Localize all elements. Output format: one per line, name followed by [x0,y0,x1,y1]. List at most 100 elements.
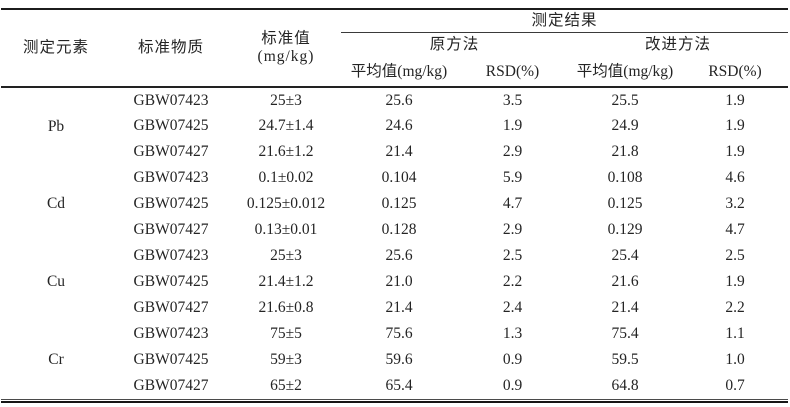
header-results-group: 测定结果 [341,9,789,33]
material-cell: GBW07423 [133,91,209,109]
element-cell: Cu [46,273,66,291]
orig-rsd-cell: 4.7 [502,195,523,213]
orig-mean-cell: 65.4 [385,376,413,394]
impr-mean-cell: 75.4 [611,325,639,343]
header-method-improved: 改进方法 [645,35,712,53]
header-standard-value-line1: 标准值 [261,30,311,48]
impr-mean-cell: 24.9 [611,117,639,135]
impr-rsd-cell: 1.9 [725,91,745,109]
impr-rsd-cell: 1.0 [725,351,745,369]
impr-rsd-cell: 4.6 [725,169,745,187]
impr-mean-cell: 25.5 [611,91,639,109]
element-cell: Cr [48,350,64,368]
material-cell: GBW07427 [133,221,209,239]
element-cell: Pb [47,117,65,135]
material-cell: GBW07423 [133,169,209,187]
impr-rsd-cell: 2.5 [725,247,745,265]
orig-mean-cell: 0.125 [381,195,417,213]
element-cell: Cd [46,195,66,213]
impr-rsd-cell: 1.9 [725,117,745,135]
impr-mean-cell: 64.8 [611,376,639,394]
impr-rsd-cell: 2.2 [725,299,745,317]
material-cell: GBW07425 [133,273,209,291]
material-cell: GBW07427 [133,376,209,394]
impr-rsd-cell: 1.9 [725,143,745,161]
table-row: GBW07427 21.6±1.2 21.4 2.9 21.8 1.9 [1,139,788,165]
standard-value-cell: 0.125±0.012 [246,195,326,213]
table-bottom-rule [1,400,788,403]
table-row: GBW07427 21.6±0.8 21.4 2.4 21.4 2.2 [1,295,788,321]
header-method-original: 原方法 [429,35,480,53]
standard-value-cell: 59±3 [270,351,302,369]
header-element: 测定元素 [1,9,111,88]
impr-mean-cell: 0.108 [607,169,643,187]
standard-value-cell: 75±5 [270,325,302,343]
orig-mean-cell: 21.4 [385,299,413,317]
header-standard-value-line2: (mg/kg) [257,48,315,65]
standard-value-cell: 25±3 [270,91,302,109]
orig-rsd-cell: 0.9 [502,351,523,369]
standard-value-cell: 0.13±0.01 [254,221,318,239]
orig-mean-cell: 24.6 [385,117,413,135]
orig-mean-cell: 75.6 [385,325,413,343]
impr-rsd-cell: 1.1 [725,325,745,343]
orig-rsd-cell: 5.9 [502,169,523,187]
header-impr-rsd: RSD(%) [682,57,789,88]
impr-mean-cell: 21.6 [611,273,639,291]
standard-value-cell: 25±3 [270,247,302,265]
material-cell: GBW07425 [133,351,209,369]
header-row-2: 原方法 改进方法 [1,32,788,57]
material-cell: GBW07427 [133,143,209,161]
table-row: Cr GBW07423 75±5 75.6 1.3 75.4 1.1 [1,321,788,368]
material-cell: GBW07425 [133,117,209,135]
header-standard-value: 标准值 (mg/kg) [231,9,341,88]
orig-mean-cell: 0.104 [381,169,417,187]
material-cell: GBW07425 [133,195,209,213]
standard-value-cell: 21.6±0.8 [258,299,314,317]
table-row: GBW07425 24.7±1.4 24.6 1.9 24.9 1.9 [1,113,788,139]
table-row: GBW07427 65±2 65.4 0.9 64.8 0.7 [1,373,788,399]
orig-rsd-cell: 2.9 [502,221,523,239]
material-cell: GBW07427 [133,299,209,317]
orig-mean-cell: 25.6 [385,91,413,109]
orig-rsd-cell: 1.3 [502,325,523,343]
header-row-3: 平均值(mg/kg) RSD(%) 平均值(mg/kg) RSD(%) [1,57,789,88]
orig-rsd-cell: 2.5 [502,247,523,265]
impr-mean-cell: 59.5 [611,351,639,369]
orig-rsd-cell: 0.9 [502,376,523,394]
impr-rsd-cell: 1.9 [725,273,745,291]
standard-value-cell: 21.6±1.2 [258,143,314,161]
table-row: Cu GBW07423 25±3 25.6 2.5 25.4 2.5 [1,243,788,290]
orig-mean-cell: 25.6 [385,247,413,265]
table-row: GBW07425 59±3 59.6 0.9 59.5 1.0 [1,347,788,373]
impr-mean-cell: 25.4 [611,247,639,265]
header-row-1: 测定元素 标准物质 标准值 (mg/kg) 测定结果 [1,9,789,88]
orig-mean-cell: 0.128 [381,221,417,239]
impr-rsd-cell: 4.7 [725,221,745,239]
table-row: Pb GBW07423 25±3 25.6 3.5 25.5 1.9 [1,87,788,135]
standard-value-cell: 65±2 [270,376,302,394]
material-cell: GBW07423 [133,247,209,265]
impr-rsd-cell: 0.7 [725,376,745,394]
table-row: GBW07425 0.125±0.012 0.125 4.7 0.125 3.2 [1,191,788,217]
header-material: 标准物质 [111,9,231,88]
orig-mean-cell: 21.4 [385,143,413,161]
impr-mean-cell: 21.4 [611,299,639,317]
orig-rsd-cell: 2.4 [502,299,523,317]
material-cell: GBW07423 [133,325,209,343]
table-row: GBW07425 21.4±1.2 21.0 2.2 21.6 1.9 [1,269,788,295]
orig-rsd-cell: 3.5 [502,91,523,109]
table-row: GBW07427 0.13±0.01 0.128 2.9 0.129 4.7 [1,217,788,243]
impr-mean-cell: 21.8 [611,143,639,161]
orig-mean-cell: 59.6 [385,351,413,369]
orig-rsd-cell: 1.9 [502,117,523,135]
standard-value-cell: 21.4±1.2 [258,273,314,291]
header-orig-rsd: RSD(%) [457,57,568,88]
standard-value-cell: 24.7±1.4 [258,117,314,135]
header-orig-mean: 平均值(mg/kg) [341,57,457,88]
results-table: 测定元素 标准物质 标准值 (mg/kg) 测定结果 原方法 改进方法 平均值(… [1,8,789,400]
table-row: Cd GBW07423 0.1±0.02 0.104 5.9 0.108 4.6 [1,165,788,212]
orig-rsd-cell: 2.2 [502,273,523,291]
orig-rsd-cell: 2.9 [502,143,523,161]
